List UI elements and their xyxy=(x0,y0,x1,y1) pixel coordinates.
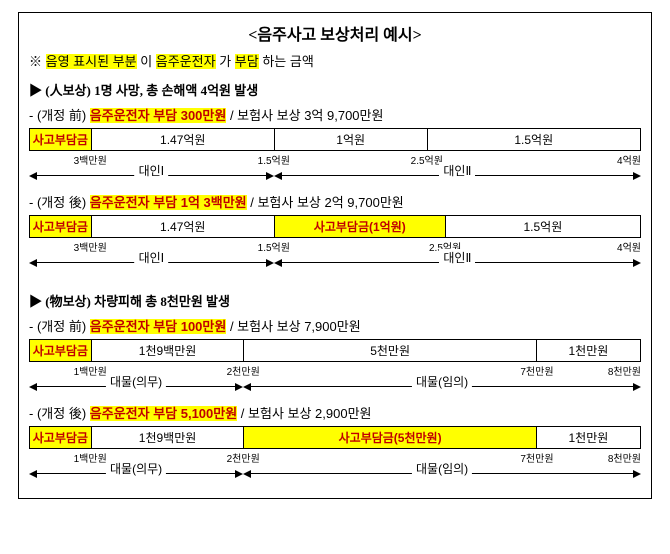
range-label: 대인Ⅱ xyxy=(439,249,475,266)
axis-tick: 2.5억원 xyxy=(411,152,443,167)
range-label: 대인Ⅰ xyxy=(135,249,169,266)
range-arrow: 대물(임의) xyxy=(243,377,641,395)
object-before-block: - (개정 前) 음주운전자 부담 100만원 / 보험사 보상 7,900만원… xyxy=(29,316,641,397)
bar-segment: 1천9백만원 xyxy=(91,427,244,449)
note-prefix: ※ xyxy=(29,54,46,69)
compensation-bar: 사고부담금1.47억원1억원1.5억원 xyxy=(29,128,641,151)
axis-tick: 3백만원 xyxy=(74,152,107,167)
bar-segment: 1.47억원 xyxy=(91,129,274,151)
person-after-block: - (개정 後) 음주운전자 부담 1억 3백만원 / 보험사 보상 2억 9,… xyxy=(29,192,641,273)
bar-segment: 사고부담금 xyxy=(30,216,92,238)
range-arrow: 대물(의무) xyxy=(29,377,243,395)
head-marker: ▶ xyxy=(29,83,42,98)
note-hl-2: 음주운전자 xyxy=(156,54,216,69)
insurer-comp: / 보험사 보상 7,900만원 xyxy=(226,319,360,334)
axis-tick: 1.5억원 xyxy=(258,152,290,167)
driver-burden: 음주운전자 부담 5,100만원 xyxy=(90,406,237,421)
axis-tick: 1백만원 xyxy=(74,450,107,465)
revision-line: - (개정 前) 음주운전자 부담 100만원 / 보험사 보상 7,900만원 xyxy=(29,316,641,335)
axis-tick: 1백만원 xyxy=(74,363,107,378)
compensation-bar: 사고부담금1.47억원사고부담금(1억원)1.5억원 xyxy=(29,215,641,238)
axis-tick: 2천만원 xyxy=(227,450,260,465)
person-section-head: ▶ (人보상) 1명 사망, 총 손해액 4억원 발생 xyxy=(29,80,641,99)
range-label: 대물(의무) xyxy=(106,460,166,477)
document-frame: <음주사고 보상처리 예시> ※ 음영 표시된 부분 이 음주운전자 가 부담 … xyxy=(18,12,652,499)
revision-tag: (개정 後) xyxy=(37,195,86,210)
axis-tick: 2천만원 xyxy=(227,363,260,378)
arrow-row: 대인Ⅰ대인Ⅱ xyxy=(29,166,641,186)
axis-tick: 3백만원 xyxy=(74,239,107,254)
insurer-comp: / 보험사 보상 2억 9,700만원 xyxy=(247,195,404,210)
axis-tick: 4억원 xyxy=(617,239,641,254)
insurer-comp: / 보험사 보상 2,900만원 xyxy=(237,406,371,421)
bar-segment: 1.5억원 xyxy=(445,216,640,238)
range-label: 대인Ⅱ xyxy=(439,162,475,179)
head-marker: ▶ xyxy=(29,294,42,309)
bar-segment: 사고부담금 xyxy=(30,427,92,449)
bar-segment: 1.5억원 xyxy=(427,129,640,151)
object-after-block: - (개정 後) 음주운전자 부담 5,100만원 / 보험사 보상 2,900… xyxy=(29,403,641,484)
head-rest: 차량피해 총 8천만원 발생 xyxy=(94,294,230,309)
axis-tick: 4억원 xyxy=(617,152,641,167)
bar-segment: 사고부담금 xyxy=(30,129,92,151)
arrow-row: 대인Ⅰ대인Ⅱ xyxy=(29,253,641,273)
axis-tick: 7천만원 xyxy=(520,363,553,378)
range-arrow: 대물(의무) xyxy=(29,464,243,482)
object-section-head: ▶ (物보상) 차량피해 총 8천만원 발생 xyxy=(29,291,641,310)
person-before-block: - (개정 前) 음주운전자 부담 300만원 / 보험사 보상 3억 9,70… xyxy=(29,105,641,186)
note-hl-3: 부담 xyxy=(235,54,259,69)
head-label: (人보상) xyxy=(45,83,91,98)
driver-burden: 음주운전자 부담 100만원 xyxy=(90,319,227,334)
range-label: 대물(임의) xyxy=(412,373,472,390)
compensation-bar: 사고부담금1천9백만원5천만원1천만원 xyxy=(29,339,641,362)
compensation-bar: 사고부담금1천9백만원사고부담금(5천만원)1천만원 xyxy=(29,426,641,449)
bar-segment: 사고부담금(5천만원) xyxy=(244,427,536,449)
range-label: 대물(임의) xyxy=(412,460,472,477)
note-hl-1: 음영 표시된 부분 xyxy=(46,54,137,69)
arrow-row: 대물(의무)대물(임의) xyxy=(29,377,641,397)
bar-segment: 1천9백만원 xyxy=(91,340,244,362)
note-plain-1: 이 xyxy=(140,54,156,69)
range-arrow: 대인Ⅰ xyxy=(29,253,274,271)
range-arrow: 대인Ⅱ xyxy=(274,166,641,184)
bar-segment: 사고부담금 xyxy=(30,340,92,362)
revision-tag: (개정 前) xyxy=(37,108,86,123)
range-label: 대인Ⅰ xyxy=(135,162,169,179)
axis-tick: 1.5억원 xyxy=(258,239,290,254)
bar-segment: 1.47억원 xyxy=(91,216,274,238)
bar-segment: 1천만원 xyxy=(536,340,640,362)
revision-line: - (개정 後) 음주운전자 부담 1억 3백만원 / 보험사 보상 2억 9,… xyxy=(29,192,641,211)
bar-segment: 1천만원 xyxy=(536,427,640,449)
revision-tag: (개정 後) xyxy=(37,406,86,421)
range-label: 대물(의무) xyxy=(106,373,166,390)
bar-segment: 사고부담금(1억원) xyxy=(274,216,445,238)
head-label: (物보상) xyxy=(45,294,91,309)
bar-segment: 1억원 xyxy=(274,129,427,151)
range-arrow: 대인Ⅱ xyxy=(274,253,641,271)
revision-line: - (개정 前) 음주운전자 부담 300만원 / 보험사 보상 3억 9,70… xyxy=(29,105,641,124)
range-arrow: 대인Ⅰ xyxy=(29,166,274,184)
arrow-row: 대물(의무)대물(임의) xyxy=(29,464,641,484)
tick-row: 3백만원 1.5억원 2.5억원 4억원 xyxy=(29,152,641,166)
note-plain-3: 하는 금액 xyxy=(262,54,313,69)
range-arrow: 대물(임의) xyxy=(243,464,641,482)
shading-note: ※ 음영 표시된 부분 이 음주운전자 가 부담 하는 금액 xyxy=(29,51,641,70)
bar-segment: 5천만원 xyxy=(244,340,536,362)
title-row: <음주사고 보상처리 예시> xyxy=(29,21,641,45)
note-plain-2: 가 xyxy=(219,54,235,69)
revision-tag: (개정 前) xyxy=(37,319,86,334)
head-rest: 1명 사망, 총 손해액 4억원 발생 xyxy=(94,83,258,98)
driver-burden: 음주운전자 부담 1억 3백만원 xyxy=(90,195,247,210)
axis-tick: 8천만원 xyxy=(608,363,641,378)
axis-tick: 8천만원 xyxy=(608,450,641,465)
revision-line: - (개정 後) 음주운전자 부담 5,100만원 / 보험사 보상 2,900… xyxy=(29,403,641,422)
tick-row: 3백만원1.5억원2.5억원4억원 xyxy=(29,239,641,253)
axis-tick: 7천만원 xyxy=(520,450,553,465)
document-title: <음주사고 보상처리 예시> xyxy=(248,27,421,44)
driver-burden: 음주운전자 부담 300만원 xyxy=(90,108,227,123)
insurer-comp: / 보험사 보상 3억 9,700만원 xyxy=(226,108,383,123)
